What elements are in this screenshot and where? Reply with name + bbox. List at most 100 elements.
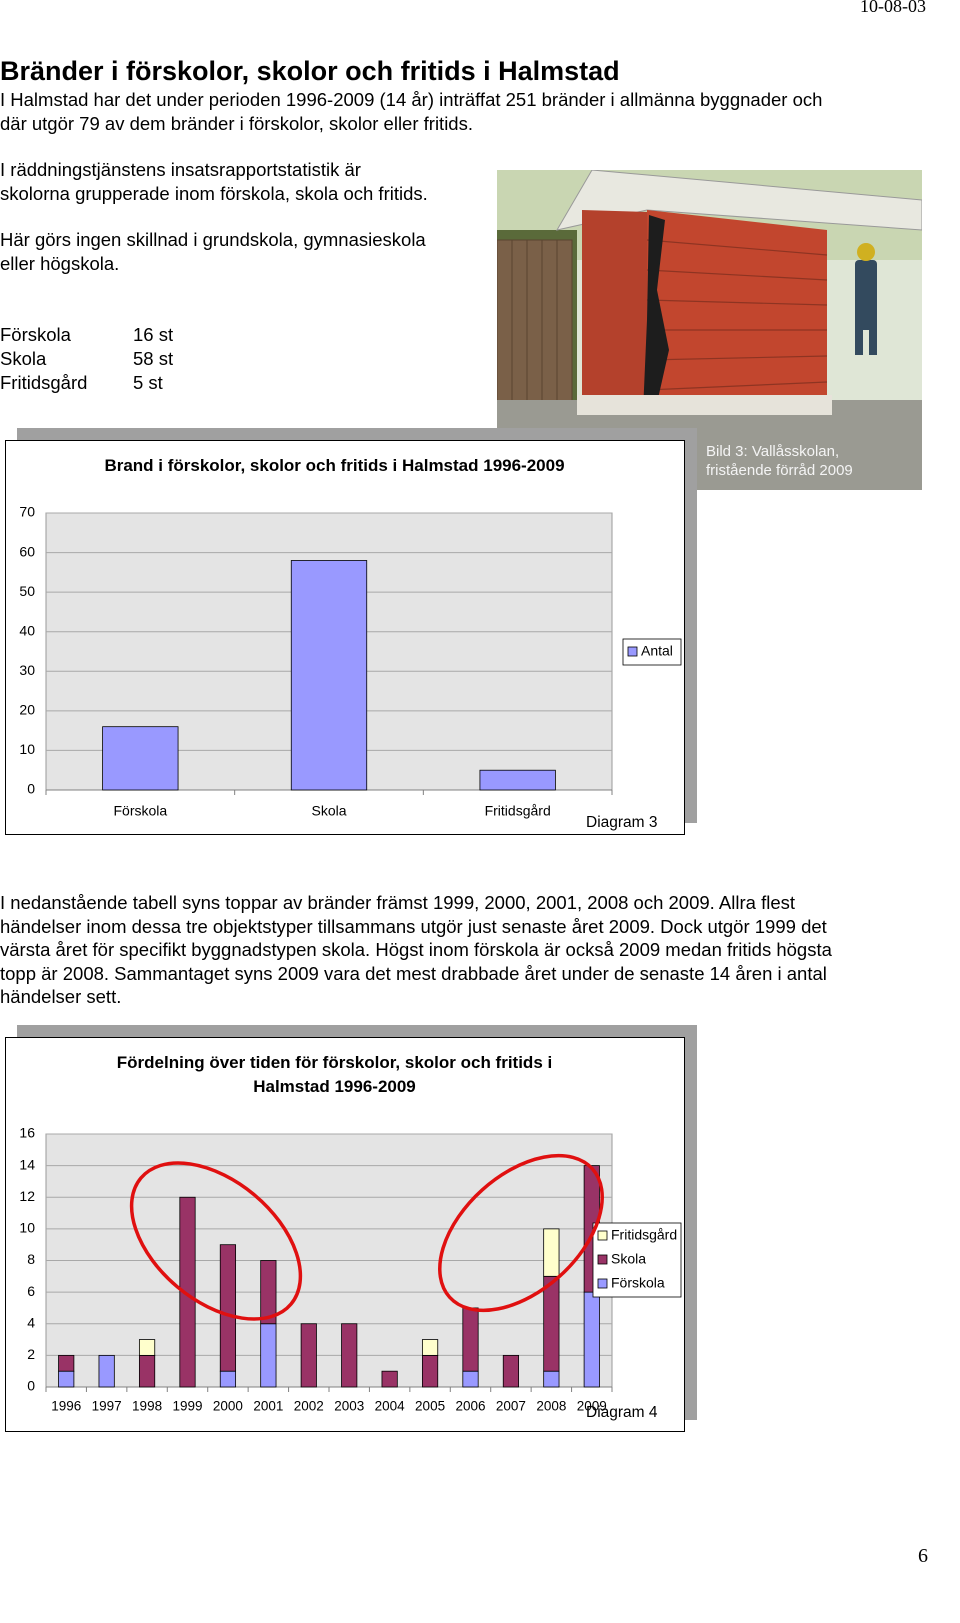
y-tick-label: 40 [19,622,35,638]
highlight-ellipse [438,1153,604,1313]
y-tick-label: 30 [19,662,35,678]
y-tick-label: 70 [19,504,35,520]
chart-caption: Diagram 4 [586,1404,658,1421]
bar [58,1354,75,1372]
stat-label: Skola [0,348,47,369]
paragraph-line: händelser inom dessa tre objektstyper ti… [0,915,827,937]
legend-swatch [597,1278,608,1289]
bar [543,1228,560,1277]
chart-title: Brand i förskolor, skolor och fritids i … [104,456,565,475]
bar [421,1354,439,1388]
y-tick-label: 8 [27,1251,35,1267]
x-tick-label: Förskola [113,803,167,819]
chart: 0 2 4 6 8 10 12 14 16 1996 1997 1998 1999 2000 2001 200… [19,1125,682,1421]
legend-label: Antal [641,643,673,659]
legend-label: Förskola [611,1275,665,1291]
bar [543,1370,560,1388]
bar [260,1323,277,1388]
x-tick-label: 1999 [172,1399,202,1414]
bar [219,1370,237,1388]
x-tick-label: 1998 [132,1399,162,1414]
image-caption: Bild 3: Vallåsskolan, fristående förråd … [706,443,853,479]
bar [421,1339,439,1356]
bar [381,1370,398,1388]
document-title: Bränder i förskolor, skolor och fritids … [0,56,620,86]
bar [300,1323,317,1388]
bar [290,560,368,791]
bar [98,1354,115,1388]
y-tick-label: 4 [27,1314,35,1330]
header-date: 10-08-03 [860,0,926,16]
x-tick-label: 2000 [213,1399,243,1414]
bar [462,1307,479,1372]
bar [219,1244,237,1372]
y-tick-label: 0 [27,781,35,797]
stat-label: Förskola [0,324,71,345]
legend-swatch [597,1254,608,1265]
legend-swatch [627,646,638,657]
x-tick-label: 2002 [294,1399,324,1414]
paragraph-line: eller högskola. [0,253,120,274]
x-tick-label: 2005 [415,1399,445,1414]
y-tick-label: 14 [19,1156,35,1172]
x-tick-label: 1997 [92,1399,122,1414]
bar [341,1323,358,1388]
x-tick-label: 2007 [496,1399,526,1414]
bar [462,1370,479,1388]
y-tick-label: 50 [19,583,35,599]
y-tick-label: 6 [27,1283,35,1299]
paragraph-line: händelser sett. [0,986,122,1008]
y-tick-label: 2 [27,1346,35,1362]
chart-title: Fördelning över tiden för förskolor, sko… [116,1053,553,1096]
y-tick-label: 0 [27,1378,35,1394]
stat-value: 58 st [133,348,174,369]
x-tick-label: 2004 [375,1399,406,1414]
x-tick-label: 2001 [253,1399,283,1414]
stat-label: Fritidsgård [0,372,88,393]
paragraph-line: där utgör 79 av dem bränder i förskolor,… [0,113,473,134]
stat-value: 16 st [133,324,174,345]
x-tick-label: 2006 [455,1399,485,1414]
x-tick-label: Skola [311,803,346,819]
bar [583,1291,600,1388]
paragraph-line: I räddningstjänstens insatsrapportstatis… [0,159,361,180]
chart-container: Fördelning över tiden för förskolor, sko… [5,1037,685,1432]
bar [502,1354,520,1388]
bar [138,1354,156,1388]
paragraph-line: skolorna grupperade inom förskola, skola… [0,183,428,204]
chart: 0 10 20 30 40 50 60 70 Förskola Skola Fritidsgård A… [19,504,682,831]
bar [179,1196,196,1388]
x-tick-label: Fritidsgård [485,803,551,819]
bar [138,1339,156,1356]
y-tick-label: 60 [19,543,35,559]
bar [58,1370,75,1388]
x-tick-label: 2003 [334,1399,364,1414]
y-tick-label: 16 [19,1125,35,1141]
photo [497,170,922,490]
bar [102,726,179,791]
legend-label: Skola [611,1251,646,1267]
legend-swatch [597,1230,608,1241]
y-tick-label: 10 [19,741,35,757]
page-number: 6 [918,1545,928,1567]
paragraph-line: topp är 2008. Sammantaget syns 2009 vara… [0,962,827,984]
x-tick-label: 2009 [577,1399,607,1414]
chart-container: Brand i förskolor, skolor och fritids i … [5,440,685,835]
chart-caption: Diagram 3 [586,814,658,831]
bar [260,1260,277,1325]
paragraph-line: I Halmstad har det under perioden 1996-2… [0,89,823,110]
x-tick-label: 1996 [51,1399,81,1414]
x-tick-label: 2008 [536,1399,566,1414]
legend-label: Fritidsgård [611,1227,677,1243]
paragraph-line: värsta året för specifikt byggnadstypen … [0,939,832,961]
paragraph-line: I nedanstående tabell syns toppar av brä… [0,892,796,913]
bar [543,1275,560,1372]
bar [479,769,556,791]
y-tick-label: 20 [19,702,35,718]
legend-box [592,1222,682,1298]
y-tick-label: 10 [19,1220,35,1236]
stat-value: 5 st [133,372,163,393]
paragraph-line: Här görs ingen skillnad i grundskola, gy… [0,229,426,250]
highlight-ellipse [129,1161,303,1321]
